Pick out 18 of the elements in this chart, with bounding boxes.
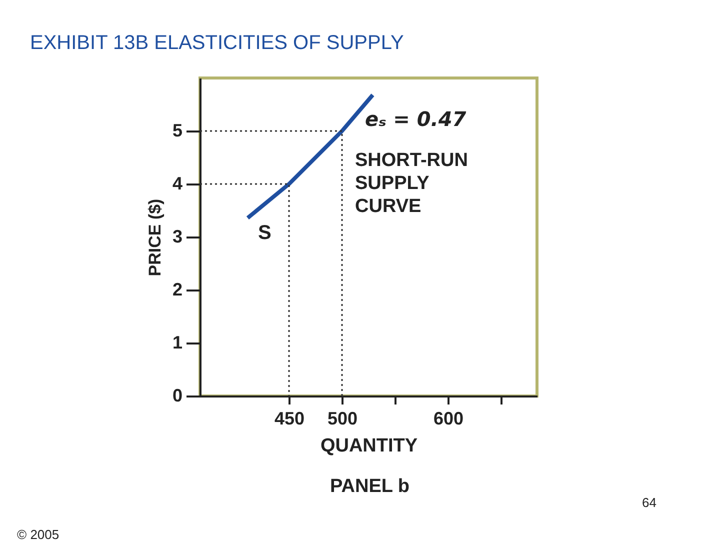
y-axis-title: PRICE ($) [145, 198, 164, 276]
text: 64 [642, 495, 656, 510]
y-tick-label: 4 [172, 174, 182, 194]
x-axis-title: QUANTITY [320, 436, 418, 456]
y-tick-label: 2 [172, 280, 182, 300]
x-tick-label: 600 [433, 408, 464, 428]
x-tick-label: 500 [327, 408, 358, 428]
y-tick-label: 5 [172, 120, 182, 140]
y-tick-label: 3 [172, 226, 182, 246]
annotation: SHORT-RUN SUPPLY CURVE [355, 150, 468, 217]
y-tick-label: 1 [172, 332, 182, 352]
annotation: eₛ = 0.47 [365, 107, 466, 131]
x-tick-label: 450 [274, 408, 305, 428]
text: PANEL b [330, 476, 410, 497]
annotation: S [258, 222, 272, 244]
chart-title: EXHIBIT 13B ELASTICITIES OF SUPPLY [30, 32, 404, 54]
text: © 2005 [17, 527, 60, 540]
y-tick-label: 0 [172, 386, 182, 406]
